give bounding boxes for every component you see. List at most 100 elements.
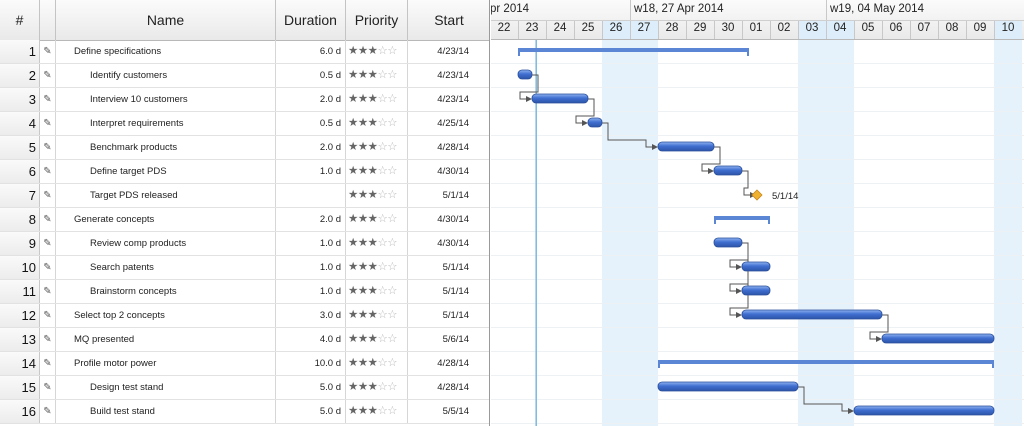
star-filled-icon[interactable]: ★ (367, 117, 378, 129)
task-bar[interactable] (741, 309, 883, 320)
star-filled-icon[interactable]: ★ (357, 45, 368, 57)
star-empty-icon[interactable]: ☆ (387, 117, 398, 129)
star-empty-icon[interactable]: ☆ (387, 165, 398, 177)
star-filled-icon[interactable]: ★ (367, 237, 378, 249)
star-filled-icon[interactable]: ★ (367, 213, 378, 225)
star-filled-icon[interactable]: ★ (367, 261, 378, 273)
star-empty-icon[interactable]: ☆ (377, 117, 388, 129)
star-filled-icon[interactable]: ★ (357, 381, 368, 393)
task-duration[interactable]: 0.5 d (276, 64, 346, 87)
priority-rating[interactable]: ★★★☆☆ (346, 184, 408, 207)
star-filled-icon[interactable]: ★ (367, 357, 378, 369)
task-start-date[interactable]: 5/1/14 (442, 310, 469, 321)
task-duration[interactable]: 6.0 d (276, 40, 346, 63)
task-name[interactable]: MQ presented (56, 328, 276, 351)
task-note-icon[interactable]: ✎ (40, 400, 56, 423)
task-name[interactable]: Define specifications (56, 40, 276, 63)
star-filled-icon[interactable]: ★ (367, 165, 378, 177)
task-note-icon[interactable]: ✎ (40, 232, 56, 255)
star-filled-icon[interactable]: ★ (348, 357, 358, 369)
star-empty-icon[interactable]: ☆ (377, 93, 388, 105)
task-duration[interactable]: 0.5 d (276, 112, 346, 135)
star-empty-icon[interactable]: ☆ (387, 285, 398, 297)
row-number[interactable]: 12 (0, 304, 40, 327)
task-start-date[interactable]: 5/5/14 (442, 406, 469, 417)
task-name[interactable]: Define target PDS (56, 160, 276, 183)
row-number[interactable]: 3 (0, 88, 40, 111)
summary-bar[interactable] (518, 48, 749, 56)
priority-rating[interactable]: ★★★☆☆ (346, 232, 408, 255)
star-empty-icon[interactable]: ☆ (387, 213, 398, 225)
table-row[interactable]: 12 ✎ Select top 2 concepts 3.0 d ★★★☆☆ 5/1/14 (0, 304, 490, 328)
row-number[interactable]: 16 (0, 400, 40, 423)
column-header-start[interactable]: Start (434, 12, 464, 28)
row-number[interactable]: 8 (0, 208, 40, 231)
column-header-duration[interactable]: Duration (276, 0, 346, 40)
star-empty-icon[interactable]: ☆ (387, 381, 398, 393)
row-number[interactable]: 10 (0, 256, 40, 279)
dependency-link[interactable] (519, 74, 539, 102)
star-filled-icon[interactable]: ★ (348, 165, 358, 177)
dependency-link[interactable] (729, 242, 749, 318)
row-number[interactable]: 14 (0, 352, 40, 375)
task-note-icon[interactable]: ✎ (40, 184, 56, 207)
table-row[interactable]: 11 ✎ Brainstorm concepts 1.0 d ★★★☆☆ 5/1/14 (0, 280, 490, 304)
star-filled-icon[interactable]: ★ (357, 357, 368, 369)
task-note-icon[interactable]: ✎ (40, 352, 56, 375)
star-empty-icon[interactable]: ☆ (387, 189, 398, 201)
table-row[interactable]: 15 ✎ Design test stand 5.0 d ★★★☆☆ 4/28/14 (0, 376, 490, 400)
star-filled-icon[interactable]: ★ (357, 69, 368, 81)
star-filled-icon[interactable]: ★ (348, 141, 358, 153)
star-empty-icon[interactable]: ☆ (377, 165, 388, 177)
task-start-date[interactable]: 4/30/14 (437, 238, 469, 249)
star-empty-icon[interactable]: ☆ (377, 45, 388, 57)
row-number[interactable]: 9 (0, 232, 40, 255)
priority-rating[interactable]: ★★★☆☆ (346, 304, 408, 327)
table-row[interactable]: 9 ✎ Review comp products 1.0 d ★★★☆☆ 4/30/14 (0, 232, 490, 256)
task-note-icon[interactable]: ✎ (40, 88, 56, 111)
star-filled-icon[interactable]: ★ (348, 189, 358, 201)
star-empty-icon[interactable]: ☆ (377, 285, 388, 297)
star-filled-icon[interactable]: ★ (357, 93, 368, 105)
task-bar[interactable] (713, 237, 743, 248)
priority-rating[interactable]: ★★★☆☆ (346, 88, 408, 111)
priority-rating[interactable]: ★★★☆☆ (346, 256, 408, 279)
table-chart-splitter[interactable] (489, 0, 490, 426)
table-row[interactable]: 13 ✎ MQ presented 4.0 d ★★★☆☆ 5/6/14 (0, 328, 490, 352)
priority-rating[interactable]: ★★★☆☆ (346, 64, 408, 87)
row-number[interactable]: 6 (0, 160, 40, 183)
star-empty-icon[interactable]: ☆ (377, 405, 388, 417)
star-filled-icon[interactable]: ★ (348, 117, 358, 129)
star-filled-icon[interactable]: ★ (357, 285, 368, 297)
star-filled-icon[interactable]: ★ (357, 237, 368, 249)
task-note-icon[interactable]: ✎ (40, 256, 56, 279)
task-name[interactable]: Profile motor power (56, 352, 276, 375)
task-note-icon[interactable]: ✎ (40, 64, 56, 87)
star-filled-icon[interactable]: ★ (367, 309, 378, 321)
task-name[interactable]: Target PDS released (56, 184, 276, 207)
task-name[interactable]: Design test stand (56, 376, 276, 399)
star-empty-icon[interactable]: ☆ (377, 261, 388, 273)
star-filled-icon[interactable]: ★ (357, 213, 368, 225)
task-start-date[interactable]: 4/23/14 (437, 94, 469, 105)
row-number[interactable]: 13 (0, 328, 40, 351)
priority-rating[interactable]: ★★★☆☆ (346, 40, 408, 63)
task-name[interactable]: Benchmark products (56, 136, 276, 159)
column-header-number[interactable]: # (0, 0, 40, 40)
row-number[interactable]: 5 (0, 136, 40, 159)
task-start-date[interactable]: 4/28/14 (437, 142, 469, 153)
table-row[interactable]: 7 ✎ Target PDS released ★★★☆☆ 5/1/14 (0, 184, 490, 208)
star-empty-icon[interactable]: ☆ (377, 213, 388, 225)
task-name[interactable]: Interview 10 customers (56, 88, 276, 111)
task-bar[interactable] (881, 333, 995, 344)
task-bar[interactable] (741, 285, 771, 296)
star-filled-icon[interactable]: ★ (348, 93, 358, 105)
star-filled-icon[interactable]: ★ (367, 189, 378, 201)
task-note-icon[interactable]: ✎ (40, 280, 56, 303)
row-number[interactable]: 1 (0, 40, 40, 63)
star-filled-icon[interactable]: ★ (348, 285, 358, 297)
star-empty-icon[interactable]: ☆ (377, 141, 388, 153)
task-name[interactable]: Interpret requirements (56, 112, 276, 135)
star-filled-icon[interactable]: ★ (367, 69, 378, 81)
task-note-icon[interactable]: ✎ (40, 160, 56, 183)
